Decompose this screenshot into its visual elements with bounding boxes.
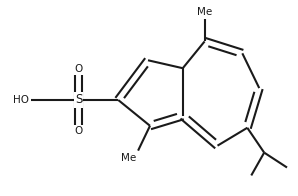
Text: O: O xyxy=(74,64,83,74)
Text: O: O xyxy=(74,126,83,136)
Text: HO: HO xyxy=(13,95,29,105)
Text: S: S xyxy=(75,93,82,106)
Text: Me: Me xyxy=(197,7,212,17)
Text: Me: Me xyxy=(121,153,136,163)
